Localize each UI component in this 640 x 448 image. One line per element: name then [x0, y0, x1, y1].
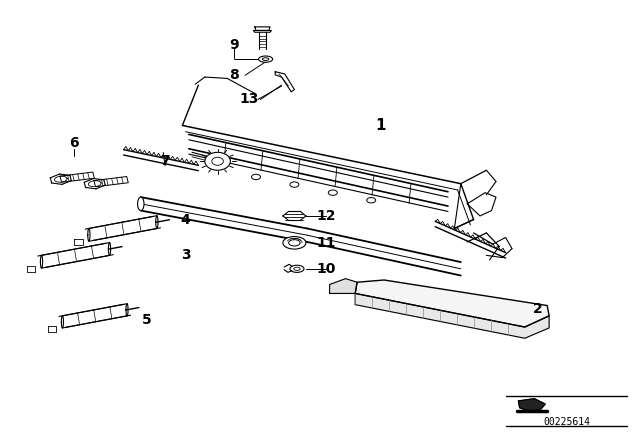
Polygon shape [355, 280, 549, 327]
Polygon shape [27, 266, 35, 271]
Ellipse shape [294, 267, 300, 271]
Polygon shape [275, 72, 294, 92]
Polygon shape [94, 177, 128, 187]
Ellipse shape [289, 240, 300, 246]
Polygon shape [255, 27, 270, 30]
Ellipse shape [367, 198, 376, 203]
Polygon shape [518, 399, 545, 411]
Polygon shape [330, 279, 357, 293]
Text: 3: 3 [180, 248, 191, 263]
Text: 4: 4 [180, 212, 191, 227]
Ellipse shape [328, 190, 337, 195]
Text: 13: 13 [240, 92, 259, 107]
Text: 6: 6 [68, 136, 79, 151]
Polygon shape [253, 30, 271, 32]
Text: 11: 11 [317, 236, 336, 250]
Text: 7: 7 [160, 154, 170, 168]
Polygon shape [74, 239, 83, 245]
Text: 9: 9 [228, 38, 239, 52]
Text: 5: 5 [142, 313, 152, 327]
Text: 12: 12 [317, 209, 336, 223]
Text: 00225614: 00225614 [543, 417, 590, 427]
Ellipse shape [252, 174, 260, 180]
Ellipse shape [290, 182, 299, 187]
Polygon shape [355, 293, 549, 338]
Text: 10: 10 [317, 262, 336, 276]
Polygon shape [48, 326, 56, 332]
Polygon shape [467, 193, 496, 216]
Ellipse shape [290, 265, 304, 272]
Ellipse shape [259, 56, 273, 62]
Ellipse shape [212, 157, 223, 165]
Ellipse shape [138, 197, 144, 211]
Polygon shape [60, 172, 94, 182]
Text: 2: 2 [532, 302, 543, 316]
Ellipse shape [283, 237, 306, 249]
Text: 1: 1 [376, 118, 386, 133]
Ellipse shape [262, 58, 269, 60]
Text: 8: 8 [228, 68, 239, 82]
Ellipse shape [205, 152, 230, 170]
